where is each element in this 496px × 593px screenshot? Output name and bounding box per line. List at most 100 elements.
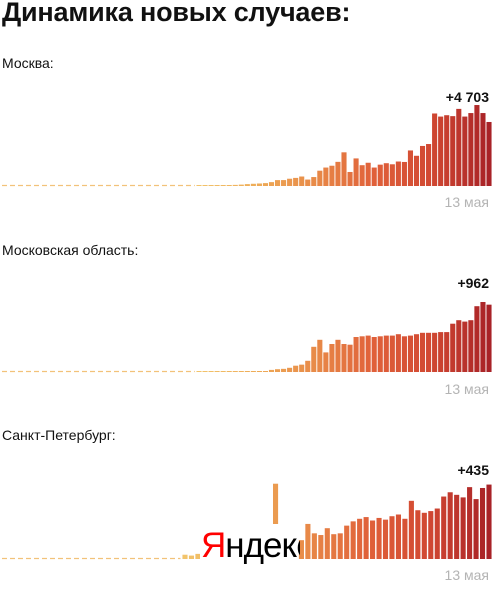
bar <box>305 523 311 559</box>
bar <box>293 365 299 372</box>
bar <box>377 336 383 372</box>
svg-text:Яндекс: Яндекс <box>201 526 300 565</box>
bar <box>462 321 468 372</box>
chart-title-moscow: Москва: <box>2 55 54 71</box>
bar <box>298 540 304 559</box>
bar <box>318 535 324 559</box>
last-date-label: 13 мая <box>445 194 489 210</box>
bar <box>462 116 468 186</box>
bar <box>389 516 395 559</box>
yandex-logo-first-letter: Я <box>201 526 225 565</box>
bar <box>467 487 473 559</box>
bar <box>287 367 293 372</box>
bar <box>250 183 256 186</box>
bar <box>432 113 438 186</box>
chart-moscow-region: +962 13 мая <box>2 275 492 397</box>
bar <box>250 371 256 372</box>
bar <box>311 346 317 372</box>
bar <box>454 494 460 559</box>
bar <box>262 183 269 186</box>
bar <box>419 145 426 186</box>
yandex-logo: Яндекс <box>200 524 300 565</box>
bar <box>196 185 202 186</box>
bar <box>486 121 492 186</box>
bar <box>268 182 275 186</box>
bar <box>331 534 337 559</box>
bar <box>444 115 450 186</box>
chart-title-moscow-region: Московская область: <box>2 242 139 258</box>
bar <box>359 336 365 372</box>
bar <box>182 554 188 559</box>
bar <box>347 344 353 372</box>
bar <box>434 508 440 559</box>
bar <box>274 369 281 372</box>
bar <box>401 161 407 186</box>
bar <box>232 184 238 186</box>
bar <box>256 371 262 372</box>
bar <box>244 371 250 372</box>
bar <box>350 521 356 559</box>
bar <box>323 167 329 186</box>
bar <box>262 371 269 372</box>
last-date-label: 13 мая <box>445 567 489 583</box>
bar <box>383 335 389 372</box>
bar <box>311 533 317 559</box>
bar <box>468 113 474 186</box>
bar <box>220 371 226 372</box>
bar <box>341 152 347 186</box>
bar <box>335 339 341 372</box>
bar <box>268 369 275 372</box>
bar <box>347 171 353 186</box>
bar <box>444 332 450 372</box>
bar <box>413 334 420 372</box>
bar <box>281 368 287 372</box>
bar <box>480 113 486 186</box>
bar <box>214 371 220 372</box>
page-title: Динамика новых случаев: <box>2 0 351 27</box>
bar <box>395 514 401 559</box>
bar <box>214 185 220 186</box>
bar <box>383 163 389 186</box>
bar <box>401 336 407 372</box>
bar <box>479 487 486 559</box>
bar <box>450 116 456 186</box>
bar <box>376 517 382 559</box>
bar <box>415 510 421 559</box>
bar <box>408 500 414 559</box>
bar <box>287 178 293 186</box>
bar <box>202 185 208 186</box>
last-value-label: +4 703 <box>446 89 489 105</box>
bar <box>480 302 486 372</box>
bar <box>450 323 456 372</box>
bar <box>389 164 395 186</box>
bar <box>244 184 250 186</box>
bar <box>357 518 363 559</box>
bar <box>359 165 365 186</box>
bar <box>389 335 395 372</box>
bar <box>293 177 299 186</box>
bar <box>468 320 474 372</box>
bar <box>365 335 371 372</box>
bar <box>329 165 335 186</box>
bar <box>317 339 323 372</box>
bar <box>441 496 447 559</box>
bar <box>238 371 244 372</box>
bar <box>413 155 420 186</box>
bar <box>456 108 462 186</box>
bar <box>460 497 466 559</box>
bar <box>305 179 311 186</box>
bar <box>426 332 432 372</box>
last-value-label: +435 <box>457 462 489 478</box>
bar <box>371 167 377 186</box>
bar <box>438 116 444 186</box>
bar <box>323 352 329 372</box>
yandex-logo-rest: ндекс <box>225 526 300 565</box>
bar <box>324 528 330 559</box>
bar <box>344 525 350 559</box>
bar <box>428 511 434 559</box>
bar <box>353 158 359 186</box>
bar <box>486 304 492 372</box>
bar <box>232 371 238 372</box>
bar <box>456 320 462 372</box>
bar <box>196 371 202 372</box>
